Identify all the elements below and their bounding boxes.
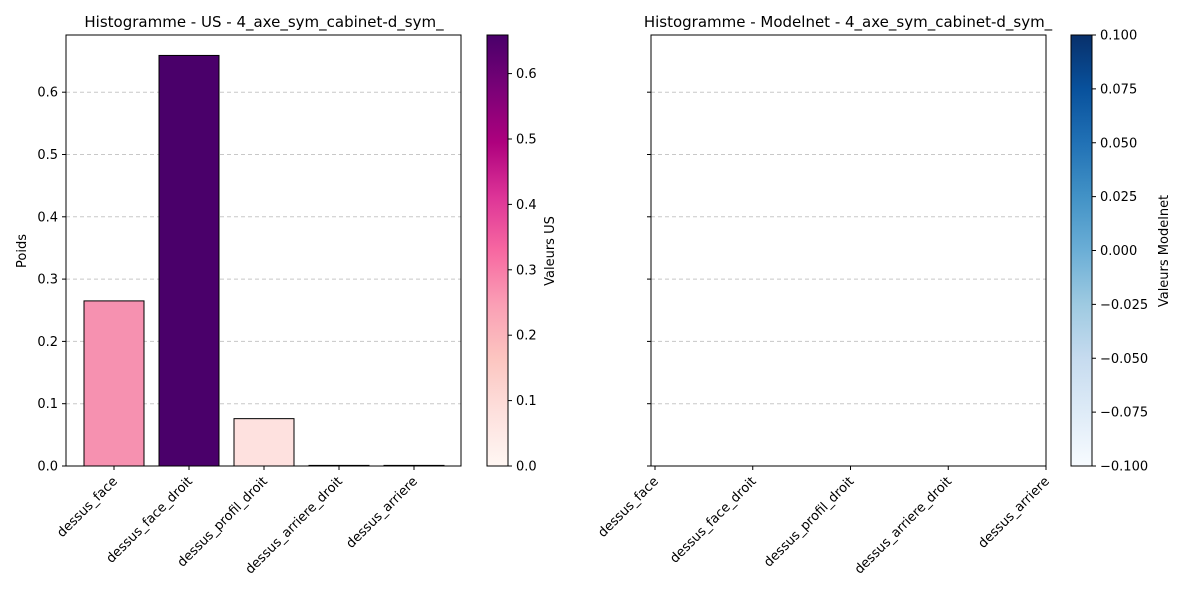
modelnet-x-axis: dessus_face dessus_face_droit dessus_profi… (595, 466, 1053, 577)
modelnet-colorbar-tick-label: −0.075 (1100, 406, 1148, 421)
bar-dessus-profil-droit (233, 418, 295, 467)
us-colorbar-gradient (486, 34, 509, 467)
modelnet-y-axis (647, 91, 651, 467)
us-colorbar-tick-label: 0.6 (516, 67, 537, 82)
us-colorbar-tick-label: 0.0 (516, 460, 537, 475)
us-y-axis: 0.0 0.1 0.2 0.3 0.4 0.5 0.6 (37, 86, 66, 475)
us-y-tick-label: 0.0 (37, 460, 58, 475)
us-y-tick-label: 0.5 (37, 148, 58, 163)
us-y-tick-label: 0.3 (37, 273, 58, 288)
modelnet-colorbar-tick-label: −0.025 (1100, 298, 1148, 313)
modelnet-colorbar-gradient (1070, 34, 1093, 467)
modelnet-x-tick-label-dessus-face: dessus_face (595, 474, 661, 540)
us-colorbar-tick-label: 0.5 (516, 132, 537, 147)
us-colorbar-label: Valeurs US (543, 216, 558, 286)
us-y-tick-label: 0.4 (37, 210, 58, 225)
us-colorbar-tick-label: 0.3 (516, 263, 537, 278)
modelnet-x-tick-label-dessus-arriere-droit: dessus_arriere_droit (852, 474, 955, 577)
bar-dessus-face (83, 300, 145, 467)
modelnet-colorbar-tick-label: 0.075 (1100, 82, 1137, 97)
modelnet-x-tick-label-dessus-face-droit: dessus_face_droit (667, 474, 759, 566)
modelnet-gridlines (651, 91, 1046, 405)
us-chart-title: Histogramme - US - 4_axe_sym_cabinet-d_s… (84, 13, 444, 32)
us-y-tick-label: 0.1 (37, 397, 58, 412)
modelnet-colorbar-tick-label: 0.025 (1100, 190, 1137, 205)
bar-dessus-face-droit (158, 54, 220, 467)
modelnet-colorbar-tick-label: −0.100 (1100, 460, 1148, 475)
modelnet-colorbar-label: Valeurs Modelnet (1157, 195, 1172, 307)
us-y-axis-label: Poids (15, 234, 30, 268)
us-bars (83, 54, 445, 467)
modelnet-colorbar-tick-label: 0.100 (1100, 29, 1137, 44)
us-colorbar-tick-label: 0.4 (516, 198, 537, 213)
modelnet-colorbar: −0.100 −0.075 −0.050 −0.025 0.000 0.025 0.050 0… (1070, 29, 1172, 475)
us-x-tick-label-dessus-arriere: dessus_arriere (343, 474, 420, 551)
modelnet-x-tick-label-dessus-profil-droit: dessus_profil_droit (761, 474, 857, 570)
us-x-axis: dessus_facedessus_face_droitdessus_profi… (54, 466, 421, 577)
us-colorbar: 0.0 0.1 0.2 0.3 0.4 0.5 0.6 Valeurs US (486, 34, 558, 475)
modelnet-colorbar-tick-label: 0.000 (1100, 244, 1137, 259)
modelnet-histogram: Histogramme - Modelnet - 4_axe_sym_cabin… (595, 13, 1172, 577)
us-colorbar-tick-label: 0.1 (516, 394, 537, 409)
us-x-tick-label-dessus-face: dessus_face (54, 474, 120, 540)
us-y-tick-label: 0.2 (37, 335, 58, 350)
us-histogram: Histogramme - US - 4_axe_sym_cabinet-d_s… (15, 13, 558, 577)
modelnet-plot-frame (650, 34, 1047, 467)
us-colorbar-tick-label: 0.2 (516, 329, 537, 344)
modelnet-colorbar-tick-label: −0.050 (1100, 352, 1148, 367)
us-y-tick-label: 0.6 (37, 86, 58, 101)
modelnet-colorbar-tick-label: 0.050 (1100, 136, 1137, 151)
modelnet-chart-title: Histogramme - Modelnet - 4_axe_sym_cabin… (644, 13, 1053, 32)
modelnet-x-tick-label-dessus-arriere: dessus_arriere (975, 474, 1052, 551)
